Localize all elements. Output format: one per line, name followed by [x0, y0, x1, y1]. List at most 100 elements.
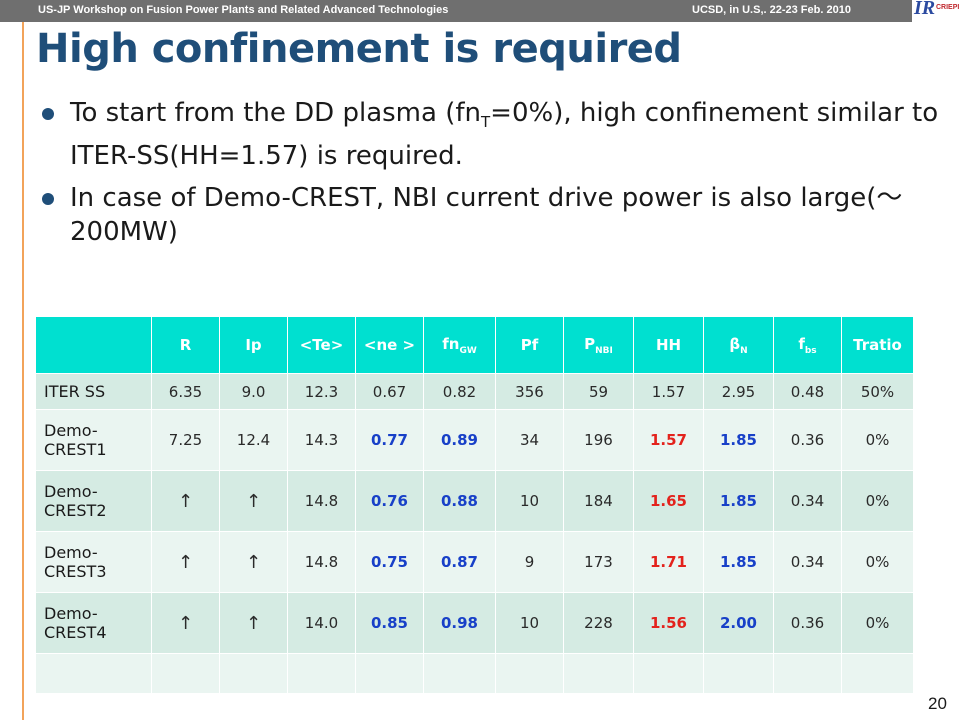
- header-label: Pf: [520, 336, 539, 354]
- table-cell: 0.48: [773, 373, 842, 410]
- table-cell: 0.82: [423, 373, 496, 410]
- header-label: P: [584, 334, 596, 353]
- bullet-list: To start from the DD plasma (fnT=0%), hi…: [42, 96, 942, 257]
- table-cell: 1.56: [633, 592, 704, 654]
- table-cell: 0.85: [355, 592, 424, 654]
- table-header-cell: fbs: [773, 316, 842, 374]
- header-label: R: [179, 336, 192, 354]
- table-cell: 0.75: [355, 531, 424, 593]
- table-cell: ↑: [219, 470, 288, 532]
- table-cell: ↑: [151, 531, 220, 593]
- row-label: Demo-CREST2: [35, 470, 152, 532]
- table-cell: ↑: [151, 592, 220, 654]
- bullet-2-text: In case of Demo-CREST, NBI current drive…: [70, 183, 903, 248]
- table-cell: 0.77: [355, 409, 424, 471]
- bullet-dot-icon: [42, 108, 54, 120]
- bullet-item-2: In case of Demo-CREST, NBI current drive…: [42, 181, 942, 249]
- table-cell: [219, 653, 288, 694]
- table-header-cell: PNBI: [563, 316, 634, 374]
- table-cell: 0%: [841, 470, 914, 532]
- header-subscript: N: [740, 345, 748, 356]
- logo-ir-mark: IR: [914, 0, 936, 19]
- table-cell: ↑: [219, 531, 288, 593]
- table-cell: 1.85: [703, 409, 774, 471]
- parameter-table: R Ip <Te> <ne > fnGW Pf PNBI HH βN fbs Tratio ITER…: [35, 316, 914, 694]
- table-cell: 9.0: [219, 373, 288, 410]
- table-cell: 34: [495, 409, 564, 471]
- table-header-row: R Ip <Te> <ne > fnGW Pf PNBI HH βN fbs Tratio: [35, 316, 914, 374]
- header-label: β: [729, 334, 741, 353]
- table-row: ITER SS 6.35 9.0 12.3 0.67 0.82 356 59 1.57 2.95 0…: [35, 373, 914, 410]
- table-row: Demo-CREST3 ↑ ↑ 14.8 0.75 0.87 9 173 1.71 1.85 0.3…: [35, 531, 914, 593]
- table-cell: 6.35: [151, 373, 220, 410]
- table-cell: 228: [563, 592, 634, 654]
- table-row: Demo-CREST2 ↑ ↑ 14.8 0.76 0.88 10 184 1.65 1.85 0.…: [35, 470, 914, 532]
- table-cell: 0.36: [773, 409, 842, 471]
- table-cell: 12.4: [219, 409, 288, 471]
- table-cell: 1.71: [633, 531, 704, 593]
- table-cell: 1.57: [633, 409, 704, 471]
- header-label: <Te>: [299, 336, 344, 354]
- table-header-cell: fnGW: [423, 316, 496, 374]
- bullet-item-1: To start from the DD plasma (fnT=0%), hi…: [42, 96, 942, 173]
- row-label: Demo-CREST4: [35, 592, 152, 654]
- logo-criepi-text: CRIEPI: [936, 4, 960, 11]
- table-cell: 0.34: [773, 531, 842, 593]
- table-cell: 14.3: [287, 409, 356, 471]
- header-label: <ne >: [363, 336, 416, 354]
- table-cell: 14.8: [287, 531, 356, 593]
- row-label: Demo-CREST1: [35, 409, 152, 471]
- table-row: Demo-CREST1 7.25 12.4 14.3 0.77 0.89 34 196 1.57…: [35, 409, 914, 471]
- table-cell: [703, 653, 774, 694]
- table-header-cell: HH: [633, 316, 704, 374]
- table-cell: ↑: [151, 470, 220, 532]
- table-cell: [633, 653, 704, 694]
- table-cell: [423, 653, 496, 694]
- table-cell: 0.98: [423, 592, 496, 654]
- table-cell: 0.76: [355, 470, 424, 532]
- table-cell: [287, 653, 356, 694]
- header-subscript: GW: [459, 345, 477, 356]
- table-cell: 10: [495, 470, 564, 532]
- header-subscript: NBI: [595, 345, 613, 356]
- slide-title: High confinement is required: [36, 26, 682, 72]
- table-cell: 356: [495, 373, 564, 410]
- table-header-cell: Pf: [495, 316, 564, 374]
- table-cell: [773, 653, 842, 694]
- table-cell: [355, 653, 424, 694]
- slide-header-bar: US-JP Workshop on Fusion Power Plants an…: [0, 0, 960, 22]
- header-subscript: bs: [804, 345, 817, 356]
- table-cell: 0.67: [355, 373, 424, 410]
- row-label: Demo-CREST3: [35, 531, 152, 593]
- table-cell: 184: [563, 470, 634, 532]
- table-cell: 196: [563, 409, 634, 471]
- table-cell: 50%: [841, 373, 914, 410]
- header-label: f: [798, 334, 805, 353]
- table-header-cell: <ne >: [355, 316, 424, 374]
- table-cell: 173: [563, 531, 634, 593]
- table-cell: 59: [563, 373, 634, 410]
- table-cell: 0.87: [423, 531, 496, 593]
- table-header-cell: <Te>: [287, 316, 356, 374]
- table-cell: 1.85: [703, 531, 774, 593]
- table-cell: 0.36: [773, 592, 842, 654]
- table-cell: 1.57: [633, 373, 704, 410]
- row-label: [35, 653, 152, 694]
- table-cell: 0.88: [423, 470, 496, 532]
- table-header-cell: [35, 316, 152, 374]
- table-cell: 7.25: [151, 409, 220, 471]
- table-cell: [563, 653, 634, 694]
- table-cell: 1.65: [633, 470, 704, 532]
- header-label: Ip: [245, 336, 262, 354]
- table-cell: [841, 653, 914, 694]
- table-cell: 0%: [841, 592, 914, 654]
- page-number: 20: [928, 694, 947, 713]
- table-cell: 14.8: [287, 470, 356, 532]
- table-cell: 2.00: [703, 592, 774, 654]
- table-cell: 0%: [841, 409, 914, 471]
- row-label: ITER SS: [35, 373, 152, 410]
- table-header-cell: Tratio: [841, 316, 914, 374]
- header-label: Tratio: [853, 336, 902, 354]
- table-cell: 12.3: [287, 373, 356, 410]
- bullet-dot-icon: [42, 193, 54, 206]
